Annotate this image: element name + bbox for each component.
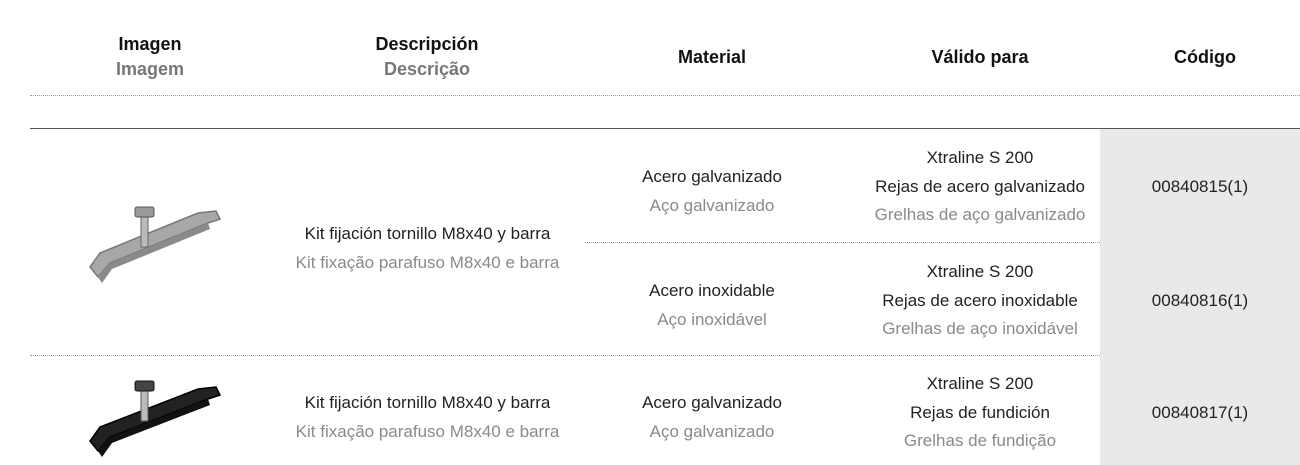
header-primary: Descripción: [375, 34, 479, 54]
header-code: Código: [1174, 47, 1236, 67]
description-pt: Kit fixação parafuso M8x40 e barra: [295, 252, 560, 272]
valid-line: Xtraline S 200: [926, 374, 1034, 393]
valid-for: Xtraline S 200 Rejas de acero inoxidable…: [840, 258, 1120, 344]
material-es: Acero galvanizado: [642, 393, 782, 412]
material: Acero galvanizado Aço galvanizado: [582, 163, 842, 220]
material-pt: Aço inoxidável: [657, 309, 767, 329]
header-secondary: Descrição: [383, 59, 471, 79]
variant-divider: [585, 242, 1100, 243]
code: 00840817(1): [1151, 403, 1249, 422]
valid-line: Rejas de acero galvanizado: [875, 176, 1085, 196]
table-top-rule: [30, 128, 1300, 129]
material-es: Acero galvanizado: [642, 167, 782, 186]
valid-line: Grelhas de fundição: [903, 431, 1057, 450]
code: 00840816(1): [1151, 291, 1249, 310]
code: 00840815(1): [1151, 177, 1249, 196]
valid-line: Rejas de acero inoxidable: [882, 290, 1078, 310]
row-divider: [30, 355, 1100, 356]
header-divider: [30, 95, 1300, 96]
header-valid: Válido para: [931, 47, 1029, 67]
header-description: Descripción Descrição: [287, 32, 567, 82]
material: Acero galvanizado Aço galvanizado: [582, 389, 842, 446]
product-image-stainless: [89, 380, 222, 457]
valid-line: Xtraline S 200: [926, 148, 1034, 167]
valid-for: Xtraline S 200 Rejas de fundición Grelha…: [840, 370, 1120, 456]
valid-line: Rejas de fundición: [910, 402, 1050, 422]
material-pt: Aço galvanizado: [649, 421, 775, 441]
description: Kit fijación tornillo M8x40 y barra Kit …: [265, 389, 590, 446]
valid-line: Xtraline S 200: [926, 262, 1034, 281]
header-secondary: Imagem: [115, 59, 185, 79]
product-image-galvanized: [89, 206, 222, 283]
material-pt: Aço galvanizado: [649, 195, 775, 215]
valid-line: Grelhas de aço galvanizado: [874, 205, 1086, 224]
description: Kit fijación tornillo M8x40 y barra Kit …: [265, 220, 590, 277]
description-pt: Kit fixação parafuso M8x40 e barra: [295, 421, 560, 441]
description-es: Kit fijación tornillo M8x40 y barra: [304, 393, 551, 412]
valid-for: Xtraline S 200 Rejas de acero galvanizad…: [840, 144, 1120, 230]
header-primary: Imagen: [118, 34, 182, 54]
header-material: Material: [677, 47, 747, 67]
description-es: Kit fijación tornillo M8x40 y barra: [304, 224, 551, 243]
material: Acero inoxidable Aço inoxidável: [582, 277, 842, 334]
valid-line: Grelhas de aço inoxidável: [882, 319, 1078, 338]
code-column-bg: [1100, 128, 1300, 465]
material-es: Acero inoxidable: [649, 281, 775, 300]
header-image: Imagen Imagem: [20, 32, 280, 82]
